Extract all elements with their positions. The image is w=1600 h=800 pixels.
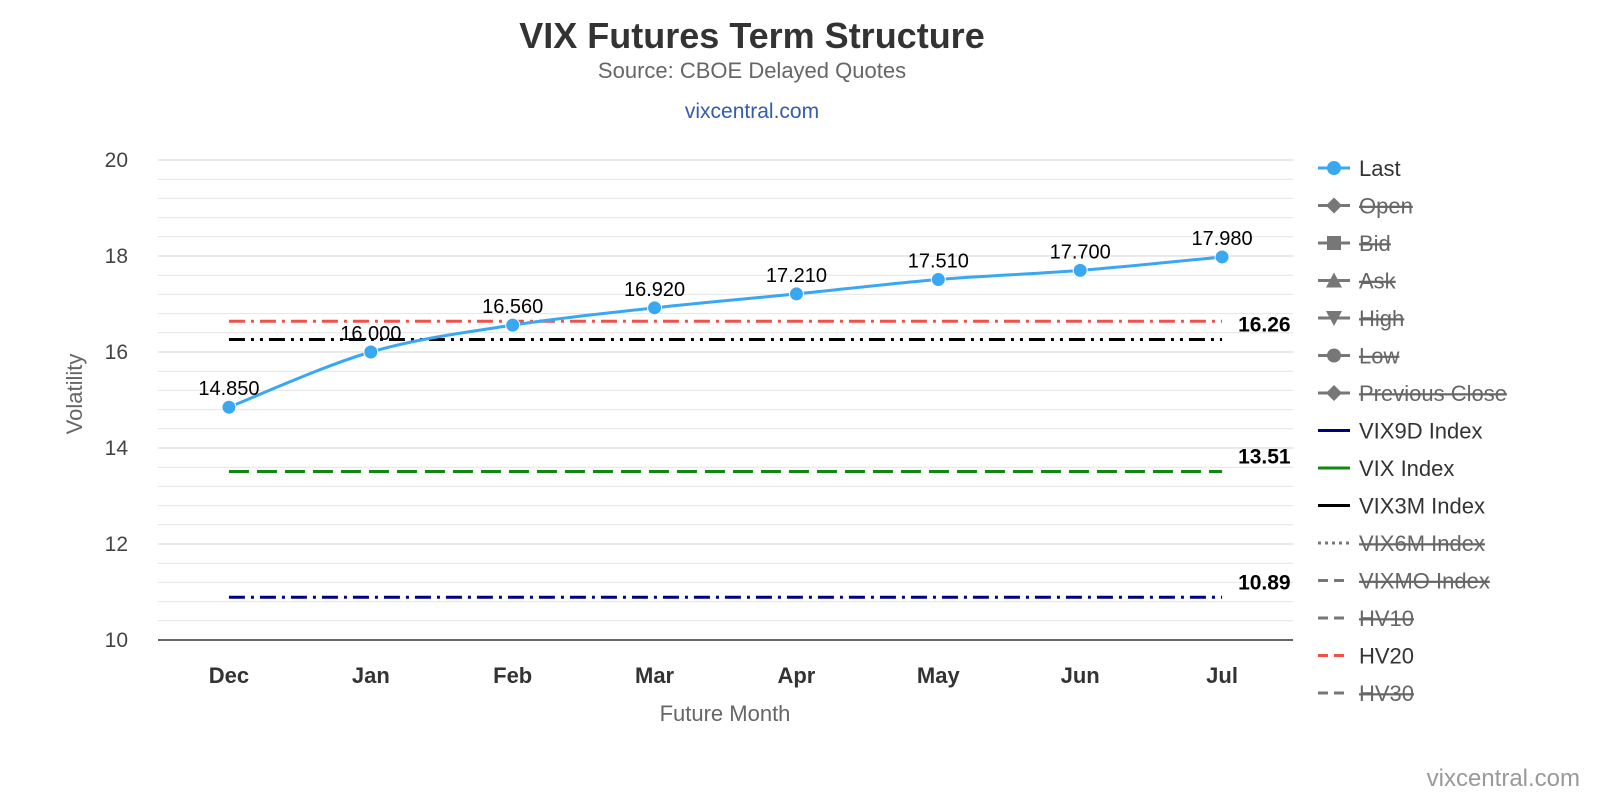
- legend-label: HV20: [1359, 644, 1414, 669]
- x-tick-label: Jan: [352, 663, 390, 688]
- data-label: 16.000: [340, 323, 401, 345]
- legend-item-ask[interactable]: Ask: [1318, 269, 1397, 294]
- data-label: 17.700: [1050, 241, 1111, 263]
- x-tick-label: Dec: [209, 663, 249, 688]
- series-layer: 14.850 16.000 16.560 16.920 17.210 17.510 17.7…: [198, 228, 1253, 415]
- legend-label: VIX3M Index: [1359, 494, 1485, 519]
- x-tick-label: Jun: [1061, 663, 1100, 688]
- x-tick-label: Jul: [1206, 663, 1238, 688]
- legend-marker-triangle-down: [1326, 311, 1342, 326]
- y-axis-title: Volatility: [62, 354, 87, 435]
- legend-item-hv20[interactable]: HV20: [1318, 644, 1414, 669]
- legend-label: High: [1359, 306, 1404, 331]
- legend-marker-triangle: [1326, 272, 1342, 288]
- legend-marker-circle: [1327, 348, 1341, 363]
- ref-line-label: 10.89: [1238, 571, 1291, 594]
- legend-item-low[interactable]: Low: [1318, 344, 1399, 369]
- y-tick-label: 14: [105, 437, 129, 460]
- legend-label: Previous Close: [1359, 381, 1507, 406]
- legend-label: Bid: [1359, 231, 1391, 256]
- legend-item-vix9d-index[interactable]: VIX9D Index: [1318, 419, 1483, 444]
- ref-line-label: 16.26: [1238, 314, 1291, 337]
- legend-label: HV10: [1359, 606, 1414, 631]
- chart-title: VIX Futures Term Structure: [519, 15, 984, 56]
- data-point[interactable]: [1072, 262, 1088, 278]
- legend-label: VIX9D Index: [1359, 419, 1483, 444]
- data-point[interactable]: [788, 286, 804, 302]
- legend-item-last[interactable]: Last: [1318, 156, 1401, 181]
- data-point[interactable]: [930, 272, 946, 288]
- legend-marker-circle: [1327, 161, 1341, 175]
- legend-item-bid[interactable]: Bid: [1318, 231, 1391, 256]
- subtitle-link[interactable]: vixcentral.com: [685, 100, 819, 123]
- legend-label: HV30: [1359, 681, 1414, 706]
- data-label: 14.850: [198, 378, 259, 400]
- data-label: 16.560: [482, 296, 543, 318]
- data-point[interactable]: [363, 344, 379, 360]
- legend-label: VIX Index: [1359, 456, 1454, 481]
- y-tick-label: 20: [105, 149, 128, 172]
- y-tick-label: 16: [105, 341, 128, 364]
- data-point[interactable]: [1214, 249, 1230, 265]
- y-tick-label: 12: [105, 533, 128, 556]
- y-axis-ticks: 10 12 14 16 18 20: [105, 149, 129, 652]
- legend-item-hv30[interactable]: HV30: [1318, 681, 1414, 706]
- legend-item-vix-index[interactable]: VIX Index: [1318, 456, 1454, 481]
- legend-marker-diamond: [1326, 385, 1342, 401]
- ref-line-label: 13.51: [1238, 446, 1291, 469]
- data-label: 16.920: [624, 279, 685, 301]
- legend-marker-diamond: [1326, 197, 1342, 214]
- legend: Last Open Bid Ask High Low Previous Close VIX9D…: [1318, 156, 1507, 706]
- legend-item-vix6m-index[interactable]: VIX6M Index: [1318, 531, 1485, 556]
- legend-item-open[interactable]: Open: [1318, 194, 1413, 219]
- y-tick-label: 10: [105, 629, 128, 652]
- chart-subtitle: Source: CBOE Delayed Quotes: [598, 58, 906, 83]
- legend-item-vix3m-index[interactable]: VIX3M Index: [1318, 494, 1485, 519]
- data-point[interactable]: [505, 317, 521, 333]
- legend-item-vixmo-index[interactable]: VIXMO Index: [1318, 569, 1490, 594]
- legend-marker-square: [1327, 236, 1341, 250]
- reference-lines: 16.26 13.51 10.89: [228, 314, 1291, 599]
- legend-label: VIXMO Index: [1359, 569, 1490, 594]
- data-point[interactable]: [647, 300, 663, 316]
- legend-item-previous-close[interactable]: Previous Close: [1318, 381, 1507, 406]
- data-point[interactable]: [221, 399, 237, 415]
- legend-label: Last: [1359, 156, 1401, 181]
- data-label: 17.510: [908, 251, 969, 273]
- legend-item-high[interactable]: High: [1318, 306, 1404, 331]
- series-line-last: [228, 255, 1223, 409]
- x-tick-label: Apr: [777, 663, 815, 688]
- legend-label: Ask: [1359, 269, 1397, 294]
- credit-link[interactable]: vixcentral.com: [1427, 765, 1580, 792]
- legend-label: Low: [1359, 344, 1399, 369]
- legend-label: VIX6M Index: [1359, 531, 1485, 556]
- legend-item-hv10[interactable]: HV10: [1318, 606, 1414, 631]
- x-tick-label: May: [917, 663, 961, 688]
- y-tick-label: 18: [105, 245, 128, 268]
- x-axis-ticks: Dec Jan Feb Mar Apr May Jun Jul: [209, 663, 1238, 688]
- x-axis-title: Future Month: [660, 701, 791, 726]
- data-label: 17.980: [1191, 228, 1252, 250]
- gridlines: [158, 159, 1293, 641]
- x-tick-label: Mar: [635, 663, 675, 688]
- data-label: 17.210: [766, 265, 827, 287]
- x-tick-label: Feb: [493, 663, 532, 688]
- legend-label: Open: [1359, 194, 1413, 219]
